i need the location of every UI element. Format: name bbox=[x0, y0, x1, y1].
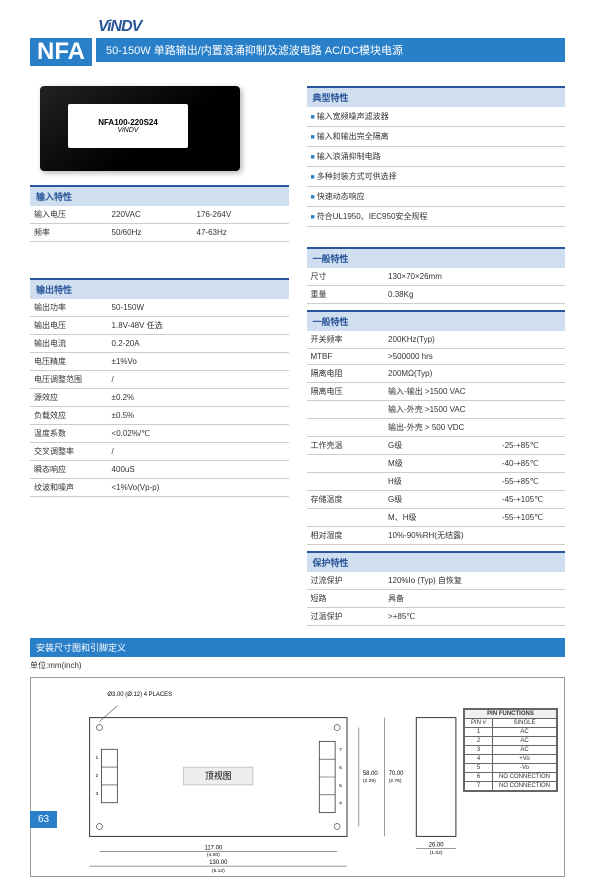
model-label: NFA100-220S24 bbox=[98, 118, 158, 127]
protection-table: 过流保护120%Io (Typ) 自恢复短路具备过温保护>+85℃ bbox=[307, 572, 566, 626]
svg-text:5: 5 bbox=[339, 783, 342, 789]
dimension-drawing: Ø3.00 (Ø.12) 4 PLACES 1 2 3 7 6 5 4 顶视图 117.0… bbox=[30, 677, 565, 877]
feature-item: 多种封装方式可供选择 bbox=[307, 167, 566, 187]
feature-item: 符合UL1950、IEC950安全规程 bbox=[307, 207, 566, 227]
svg-text:117.00: 117.00 bbox=[204, 845, 222, 851]
series-badge: NFA bbox=[30, 38, 92, 66]
svg-text:3: 3 bbox=[96, 791, 99, 797]
svg-text:58.00: 58.00 bbox=[363, 771, 379, 777]
unit-label: 单位:mm(inch) bbox=[30, 660, 565, 671]
brand-logo: ViNDV bbox=[98, 18, 565, 36]
isolation-table: 隔离电压输入-输出 >1500 VAC输入-外壳 >1500 VAC输出-外壳 … bbox=[307, 383, 566, 437]
general-section-title: 一般特性 bbox=[307, 247, 566, 268]
svg-text:26.00: 26.00 bbox=[429, 842, 445, 848]
feature-item: 输入和输出完全隔离 bbox=[307, 127, 566, 147]
page-number: 63 bbox=[30, 811, 57, 828]
svg-text:4: 4 bbox=[339, 801, 342, 807]
svg-text:7: 7 bbox=[339, 747, 342, 753]
svg-text:(4.00): (4.00) bbox=[207, 852, 220, 858]
feature-item: 输入浪涌抑制电路 bbox=[307, 147, 566, 167]
svg-text:(2.76): (2.76) bbox=[389, 778, 402, 784]
svg-text:(1.02): (1.02) bbox=[430, 850, 443, 856]
feature-item: 输入宽频噪声滤波器 bbox=[307, 107, 566, 127]
install-section-title: 安装尺寸图和引脚定义 bbox=[30, 638, 565, 657]
svg-text:1: 1 bbox=[96, 755, 99, 761]
product-title: 50-150W 单路输出/内置浪涌抑制及滤波电路 AC/DC模块电源 bbox=[96, 38, 565, 62]
feature-list: 输入宽频噪声滤波器输入和输出完全隔离输入浪涌抑制电路多种封装方式可供选择快速动态… bbox=[307, 107, 566, 227]
input-spec-table: 输入电压220VAC176-264V频率50/60Hz47-63Hz bbox=[30, 206, 289, 242]
output-section-title: 输出特性 bbox=[30, 278, 289, 299]
svg-text:2: 2 bbox=[96, 773, 99, 779]
product-photo: NFA100-220S24ViNDV bbox=[40, 86, 240, 171]
input-section-title: 输入特性 bbox=[30, 185, 289, 206]
pin-function-table: PIN FUNCTIONSPIN #SINGLE1AC2AC3AC4+Vo5-V… bbox=[463, 708, 558, 792]
photo-brand: ViNDV bbox=[118, 127, 139, 134]
protect-section-title: 保护特性 bbox=[307, 551, 566, 572]
svg-text:130.00: 130.00 bbox=[209, 860, 228, 866]
feature-item: 快速动态响应 bbox=[307, 187, 566, 207]
general-table-a: 尺寸130×70×26mm重量0.38Kg bbox=[307, 268, 566, 304]
temperature-table: 工作壳温G级-25-+85℃M级-40-+85℃H级-55-+85℃存储温度G级… bbox=[307, 437, 566, 545]
general-section-title-2: 一般特性 bbox=[307, 310, 566, 331]
features-section-title: 典型特性 bbox=[307, 86, 566, 107]
output-spec-table: 输出功率50-150W输出电压1.8V-48V 任选输出电流0.2-20A电压精… bbox=[30, 299, 289, 497]
svg-text:6: 6 bbox=[339, 765, 342, 771]
svg-text:(5.12): (5.12) bbox=[212, 868, 225, 874]
svg-text:(2.29): (2.29) bbox=[363, 778, 376, 784]
title-header: NFA 50-150W 单路输出/内置浪涌抑制及滤波电路 AC/DC模块电源 bbox=[30, 38, 565, 66]
hole-annotation: Ø3.00 (Ø.12) 4 PLACES bbox=[107, 692, 172, 698]
general-table-b: 开关频率200KHz(Typ)MTBF>500000 hrs隔离电阻200MΩ(… bbox=[307, 331, 566, 383]
svg-text:70.00: 70.00 bbox=[389, 771, 405, 777]
top-view-label: 顶视图 bbox=[205, 770, 232, 781]
